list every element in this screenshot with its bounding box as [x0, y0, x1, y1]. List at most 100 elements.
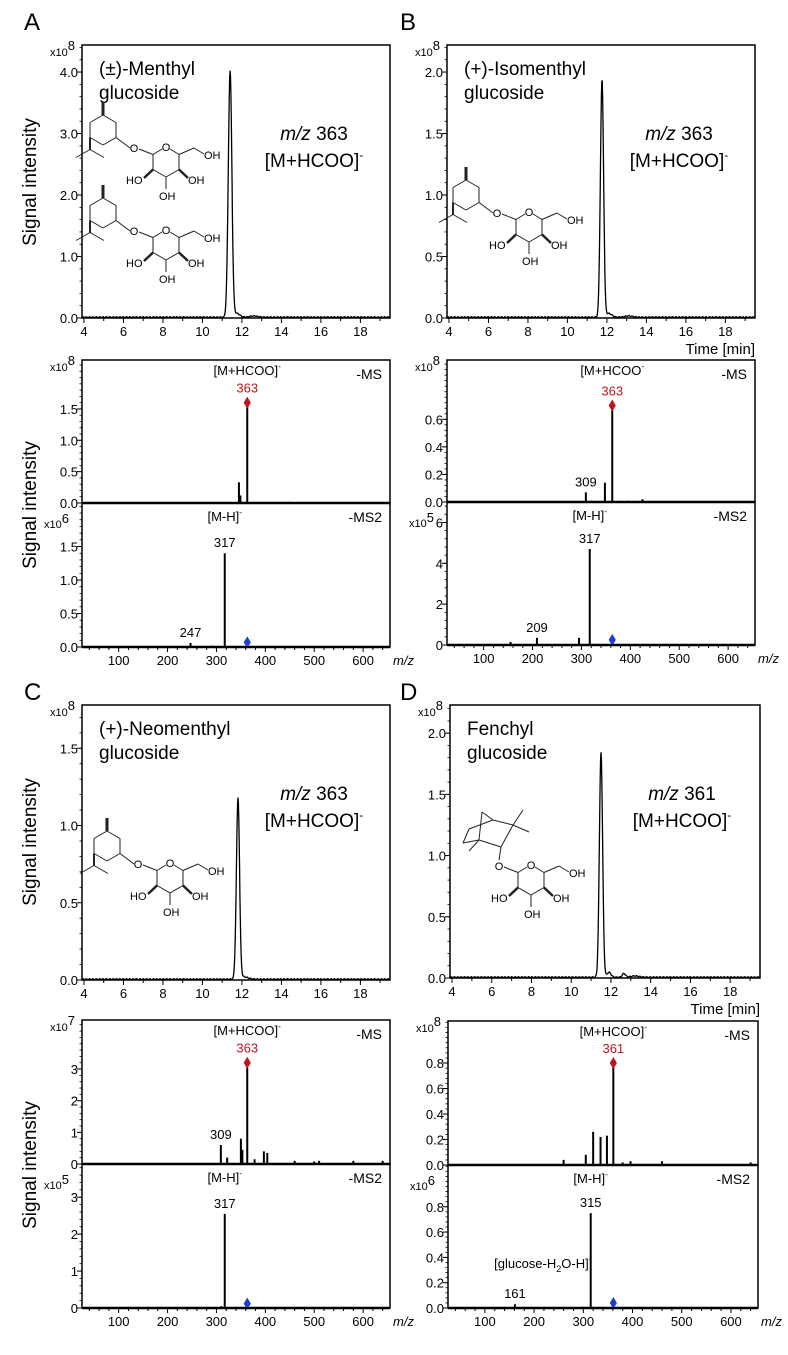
- scan-mode-label: -MS: [356, 366, 382, 382]
- ion-label: [M+HCOO]-: [214, 1021, 282, 1038]
- ion-charge: -: [359, 808, 363, 822]
- bond: [156, 885, 171, 894]
- bond: [178, 251, 189, 262]
- ion-text: [M+HCOO]: [630, 151, 724, 172]
- y-tick-label: 0.2: [426, 1133, 444, 1148]
- y-tick-label: 1: [71, 1264, 78, 1279]
- y-tick-label: 0.0: [426, 1158, 444, 1173]
- bond: [165, 169, 180, 178]
- bond: [89, 197, 104, 206]
- bond: [193, 230, 205, 238]
- x-tick-label: 100: [473, 651, 495, 666]
- hydroxyl-label: OH: [159, 191, 176, 203]
- x-tick-label: 500: [303, 1314, 325, 1329]
- hydroxyl-label: OH: [567, 215, 584, 227]
- y-tick-label: 0.0: [425, 495, 443, 510]
- bond: [138, 231, 154, 238]
- peak-mz-label: 161: [504, 1286, 526, 1301]
- x-tick-label: 200: [523, 1314, 545, 1329]
- ion-label-text: [M-H]: [207, 1170, 239, 1185]
- y-tick-label: 2: [71, 1094, 78, 1109]
- peak-mz-label: 317: [214, 535, 236, 550]
- fragment-part: [glucose-H: [494, 1256, 556, 1271]
- panel-letter-d: D: [400, 679, 417, 706]
- compound-name: (+)-Isomenthyl: [464, 59, 586, 80]
- y-exponent: x107: [50, 1013, 75, 1034]
- hydroxyl-label: HO: [126, 258, 143, 270]
- compound-name: Fenchyl: [467, 719, 534, 740]
- mz-value: 361: [684, 784, 716, 805]
- precursor-marker-icon: [243, 1056, 251, 1069]
- ion-text: [M+HCOO]: [265, 151, 359, 172]
- bond: [169, 885, 184, 894]
- x-tick-label: 16: [314, 324, 328, 339]
- ring-oxygen-label: O: [525, 207, 534, 219]
- x-tick-label: 12: [235, 324, 249, 339]
- bond: [541, 212, 558, 220]
- bond: [115, 137, 131, 149]
- precursor-mz-label: 361: [602, 1041, 624, 1056]
- isolation-marker-icon: [609, 1296, 617, 1309]
- ion-charge: -: [727, 808, 731, 822]
- fragment-subscript: 2: [556, 1264, 561, 1274]
- x-axis-title: m/z: [393, 653, 414, 668]
- x-tick-label: 14: [639, 324, 653, 339]
- x-tick-label: 10: [564, 984, 578, 999]
- bond: [462, 828, 470, 844]
- scan-mode-label: -MS2: [349, 509, 383, 525]
- ion-charge: -: [359, 148, 363, 162]
- y-tick-label: 3: [71, 1062, 78, 1077]
- bond: [169, 148, 180, 155]
- x-tick-label: 200: [157, 653, 179, 668]
- plot-frame: [81, 1163, 391, 1309]
- exponent-base: x10: [44, 1180, 62, 1192]
- bond: [93, 830, 108, 839]
- glycosidic-oxygen-label: O: [130, 143, 139, 155]
- y-tick-label: 1: [71, 1125, 78, 1140]
- exponent-base: x10: [418, 707, 436, 719]
- ion-label: [M+HCOO]-: [214, 361, 282, 378]
- y-tick-label: 0: [71, 1157, 78, 1172]
- x-tick-label: 16: [679, 324, 693, 339]
- x-tick-label: 12: [600, 324, 614, 339]
- isolation-marker-icon: [608, 633, 616, 646]
- hydroxyl-label: OH: [192, 891, 209, 903]
- y-tick-label: 2.0: [428, 726, 446, 741]
- bond: [115, 220, 131, 232]
- bond: [89, 149, 105, 158]
- y-tick-label: 0.0: [60, 973, 78, 988]
- y-tick-label: 2.0: [425, 65, 443, 80]
- y-tick-label: 4.0: [60, 65, 78, 80]
- y-exponent: x105: [44, 1172, 69, 1192]
- ion-annotation: [M+HCOO]-: [265, 808, 363, 832]
- x-tick-label: 10: [195, 986, 209, 1001]
- bond: [452, 214, 468, 223]
- bond: [503, 866, 519, 873]
- neomenthyl-glucoside-structure: O O OH OH HO OH: [130, 858, 225, 919]
- precursor-mz-label: 363: [236, 381, 258, 396]
- y-tick-label: 0.5: [428, 910, 446, 925]
- bond: [438, 214, 454, 223]
- bond: [498, 846, 502, 861]
- bond: [478, 202, 494, 214]
- ion-label-text: [M-H]: [207, 509, 239, 524]
- y-tick-label: 2: [71, 1227, 78, 1242]
- y-tick-label: 1.5: [428, 787, 446, 802]
- hydroxyl-label: OH: [204, 150, 221, 162]
- x-tick-label: 18: [353, 986, 367, 1001]
- glycosidic-oxygen-label: O: [495, 861, 504, 873]
- bond: [138, 148, 154, 155]
- y-exponent: x106: [44, 511, 69, 531]
- isomenthyl-ring: [438, 167, 494, 223]
- bond: [517, 866, 528, 873]
- x-tick-label: 400: [622, 1314, 644, 1329]
- glycosidic-oxygen-label: O: [493, 208, 502, 220]
- x-tick-label: 8: [528, 984, 535, 999]
- isomenthyl-glucoside-structure: O O OH OH HO OH: [489, 207, 584, 268]
- exponent-base: x10: [50, 707, 68, 719]
- y-exponent: x108: [416, 1014, 441, 1035]
- ion-label-charge: -: [278, 361, 281, 371]
- bond: [75, 149, 91, 158]
